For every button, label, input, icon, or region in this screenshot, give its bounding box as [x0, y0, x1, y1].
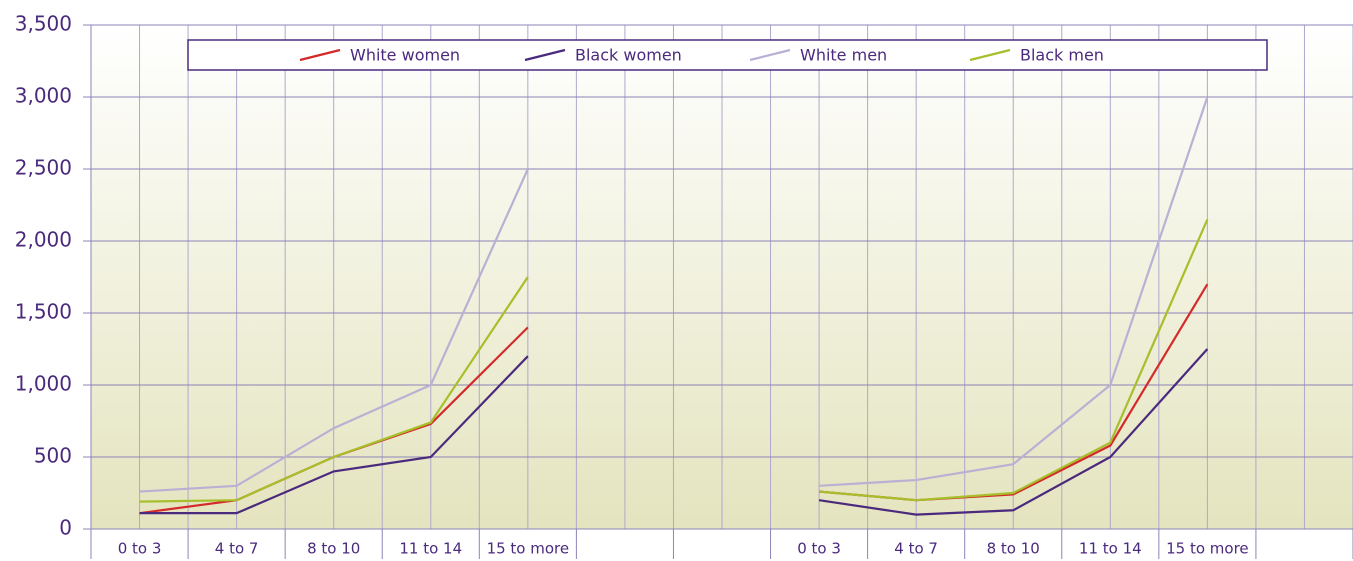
y-tick-label: 500: [34, 444, 72, 468]
series-line: [139, 96, 1209, 493]
legend-label: White men: [800, 46, 887, 65]
legend-label: White women: [350, 46, 460, 65]
y-tick-label: 0: [59, 516, 72, 540]
x-tick-label: 11 to 14: [1079, 540, 1142, 558]
legend-label: Black women: [575, 46, 682, 65]
x-tick-label: 15 to more: [1166, 540, 1249, 558]
legend-swatch: [299, 48, 341, 62]
y-tick-label: 1,500: [15, 300, 72, 324]
x-tick-label: 4 to 7: [215, 540, 259, 558]
legend-swatch: [524, 48, 566, 62]
y-tick-label: 2,000: [15, 228, 72, 252]
legend-swatch: [749, 48, 791, 62]
x-tick-label: 4 to 7: [894, 540, 938, 558]
y-tick-label: 2,500: [15, 156, 72, 180]
legend-swatch: [969, 48, 1011, 62]
y-tick-label: 1,000: [15, 372, 72, 396]
legend-box: [187, 39, 1268, 71]
legend-label: Black men: [1020, 46, 1104, 65]
series-line: [139, 218, 1209, 503]
x-tick-label: 11 to 14: [399, 540, 462, 558]
y-tick-label: 3,000: [15, 84, 72, 108]
series-line: [139, 348, 1209, 516]
x-tick-label: 8 to 10: [307, 540, 360, 558]
x-tick-label: 0 to 3: [118, 540, 162, 558]
y-tick-label: 3,500: [15, 12, 72, 36]
x-tick-label: 15 to more: [487, 540, 570, 558]
x-tick-label: 0 to 3: [797, 540, 841, 558]
x-tick-label: 8 to 10: [987, 540, 1040, 558]
